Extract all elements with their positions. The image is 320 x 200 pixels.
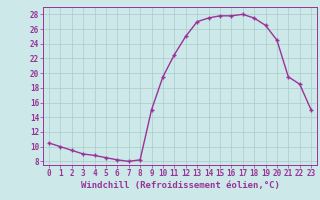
X-axis label: Windchill (Refroidissement éolien,°C): Windchill (Refroidissement éolien,°C)	[81, 181, 279, 190]
